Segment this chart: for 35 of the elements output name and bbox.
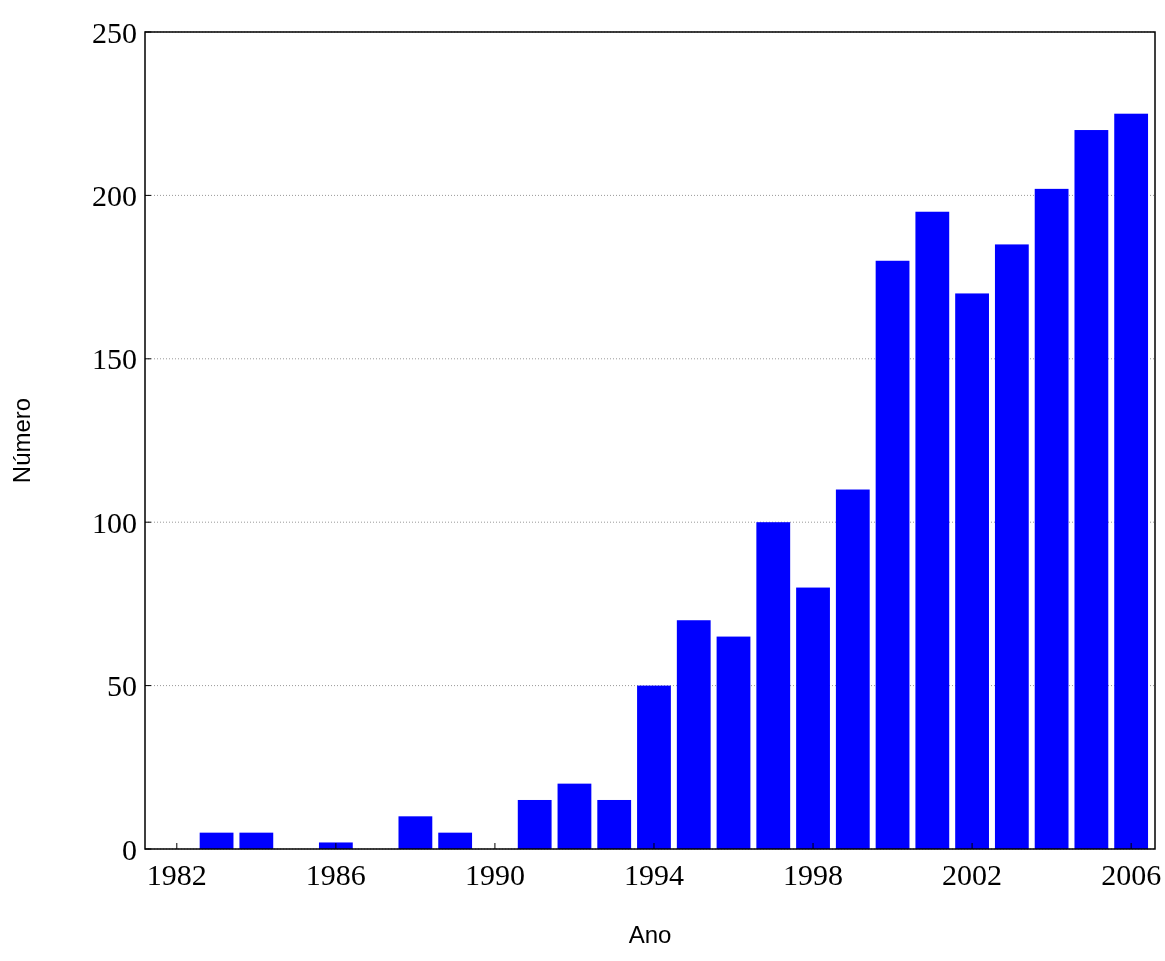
- bar: [994, 244, 1029, 849]
- bar: [1074, 130, 1109, 849]
- bar: [796, 587, 830, 849]
- x-axis-title: Ano: [628, 921, 672, 948]
- bar: [716, 636, 751, 849]
- x-tick-label: 1986: [305, 858, 366, 891]
- bar: [557, 783, 592, 849]
- y-tick-label: 50: [107, 669, 137, 703]
- y-tick-label: 0: [122, 832, 137, 866]
- bar: [676, 620, 711, 849]
- bar: [398, 816, 433, 849]
- bar: [517, 799, 552, 849]
- y-tick-label: 100: [92, 505, 137, 539]
- bar: [239, 832, 274, 849]
- x-tick-label: 1994: [623, 858, 684, 891]
- y-tick-label: 250: [92, 15, 137, 49]
- bar: [1114, 113, 1149, 849]
- bar: [597, 799, 632, 849]
- bar: [438, 832, 473, 849]
- x-tick-label: 1982: [146, 858, 207, 891]
- bar: [835, 489, 870, 849]
- bar: [955, 293, 989, 849]
- bar: [915, 211, 950, 849]
- x-tick-label: 2002: [942, 858, 1003, 891]
- y-axis-title: Número: [8, 397, 35, 484]
- bar: [756, 522, 791, 849]
- x-tick-label: 1990: [464, 858, 525, 891]
- x-tick-label: 2006: [1101, 858, 1162, 891]
- bar: [199, 832, 234, 849]
- y-tick-label: 200: [92, 178, 137, 212]
- x-tick-label: 1998: [783, 858, 844, 891]
- bar: [1034, 188, 1069, 849]
- bar: [875, 260, 910, 849]
- y-tick-label: 150: [92, 342, 137, 376]
- bar: [637, 685, 671, 849]
